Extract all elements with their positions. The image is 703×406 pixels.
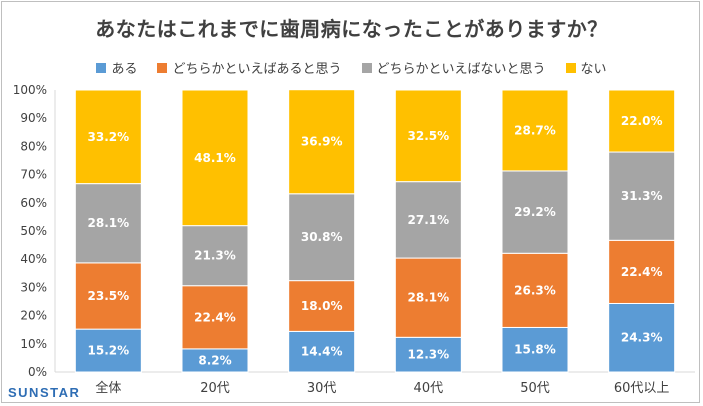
y-tick-label: 40%: [20, 252, 47, 266]
y-tick-label: 80%: [20, 139, 47, 153]
bar-segment-s3-c5: [608, 89, 676, 153]
bar-segment-s3-c3: [394, 89, 462, 183]
bar-segment-s1-c2: [288, 280, 356, 332]
data-label: 36.9%: [301, 135, 343, 149]
x-tick-label: 30代: [307, 381, 337, 396]
bar-segment-s1-c0: [74, 262, 142, 330]
legend-swatch: [96, 62, 107, 73]
data-label: 24.3%: [621, 331, 663, 345]
data-label: 26.3%: [514, 283, 556, 297]
data-label: 27.1%: [408, 213, 450, 227]
bar-segment-s0-c0: [74, 328, 142, 373]
data-label: 22.4%: [194, 310, 236, 324]
y-tick-label: 70%: [20, 168, 47, 182]
data-label: 23.5%: [88, 289, 130, 303]
data-label: 31.3%: [621, 189, 663, 203]
legend-swatch: [361, 62, 372, 73]
data-label: 29.2%: [514, 205, 556, 219]
legend-label: どちらかといえばあると思う: [172, 62, 342, 77]
y-tick-label: 90%: [20, 111, 47, 125]
bar-segment-s2-c3: [394, 181, 462, 259]
x-tick-label: 50代: [520, 381, 550, 396]
bar-segment-s1-c3: [394, 257, 462, 338]
data-label: 15.8%: [514, 343, 556, 357]
data-label: 14.4%: [301, 345, 343, 359]
bar-segment-s2-c1: [181, 225, 249, 287]
x-tick-label: 20代: [200, 381, 230, 396]
y-tick-label: 60%: [20, 196, 47, 210]
data-label: 28.1%: [408, 291, 450, 305]
legend-item: どちらかといえばないと思う: [361, 58, 546, 77]
data-label: 8.2%: [198, 353, 231, 367]
data-label: 15.2%: [88, 344, 130, 358]
legend-swatch: [157, 62, 168, 73]
legend-label: どちらかといえばないと思う: [376, 62, 546, 77]
data-label: 12.3%: [408, 348, 450, 362]
bar-segment-s0-c3: [394, 336, 462, 373]
bar-segment-s0-c2: [288, 330, 356, 373]
data-label: 22.4%: [621, 265, 663, 279]
bar-segment-s1-c5: [608, 239, 676, 304]
bar-segment-s3-c0: [74, 89, 142, 185]
y-tick-label: 20%: [20, 309, 47, 323]
data-label: 22.0%: [621, 114, 663, 128]
y-tick-label: 100%: [13, 83, 47, 97]
legend-item: ある: [96, 58, 137, 77]
bar-segment-s0-c5: [608, 302, 676, 373]
brand-logo: SUNSTAR: [8, 385, 81, 400]
x-tick-label: 40代: [414, 381, 444, 396]
bar-segment-s2-c5: [608, 151, 676, 241]
chart-legend: ある どちらかといえばあると思う どちらかといえばないと思う ない: [0, 58, 703, 77]
bar-segment-s1-c4: [501, 252, 569, 328]
bar-segment-s0-c4: [501, 326, 569, 373]
x-tick-label: 全体: [95, 380, 121, 396]
data-label: 28.7%: [514, 123, 556, 137]
data-label: 18.0%: [301, 299, 343, 313]
legend-swatch: [565, 62, 576, 73]
data-label: 21.3%: [194, 249, 236, 263]
chart-title: あなたはこれまでに歯周病になったことがありますか？: [95, 17, 608, 41]
bar-segment-s3-c2: [288, 89, 356, 195]
y-tick-label: 50%: [20, 224, 47, 238]
data-label: 48.1%: [194, 151, 236, 165]
y-tick-label: 10%: [20, 337, 47, 351]
bar-segment-s2-c0: [74, 183, 142, 264]
legend-item: ない: [565, 58, 607, 77]
legend-item: どちらかといえばあると思う: [157, 58, 342, 77]
legend-label: ある: [111, 62, 138, 77]
data-label: 33.2%: [88, 130, 130, 144]
x-tick-label: 60代以上: [614, 381, 670, 396]
y-tick-label: 0%: [28, 365, 47, 379]
bar-segment-s3-c4: [501, 89, 569, 172]
legend-label: ない: [580, 62, 607, 77]
bar-segment-s1-c1: [181, 285, 249, 350]
data-label: 28.1%: [88, 216, 130, 230]
data-label: 32.5%: [408, 129, 450, 143]
y-tick-label: 30%: [20, 280, 47, 294]
data-label: 30.8%: [301, 230, 343, 244]
bar-segment-s3-c1: [181, 89, 249, 227]
